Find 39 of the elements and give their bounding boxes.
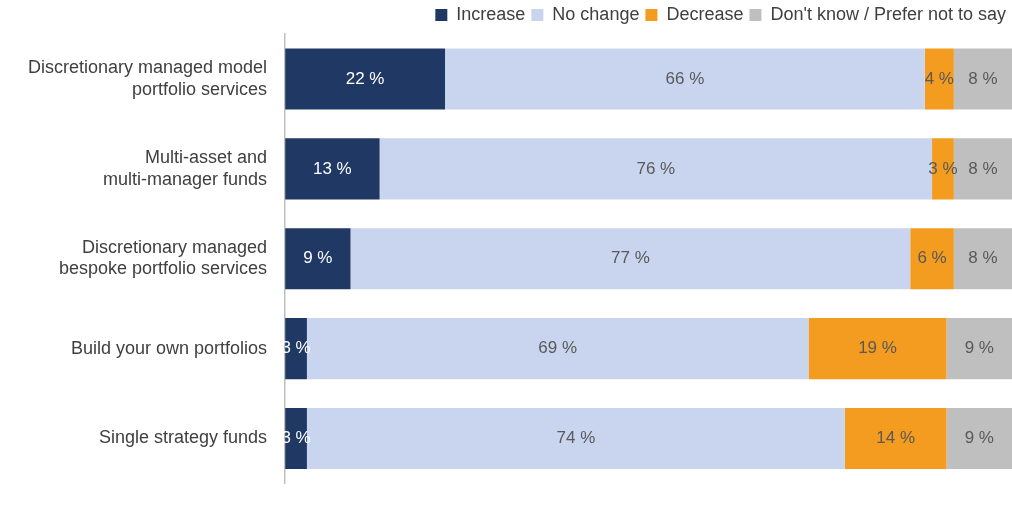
data-label: 9 %: [964, 428, 994, 448]
data-label: 8 %: [968, 248, 998, 268]
bar: [953, 228, 1012, 290]
bar: [844, 407, 947, 470]
bar: [924, 48, 954, 110]
data-label: 66 %: [665, 68, 705, 88]
bar: [445, 48, 925, 110]
data-label: 69 %: [538, 338, 578, 358]
bar: [946, 318, 1012, 380]
data-label: 6 %: [917, 248, 947, 268]
legend-label: Don't know / Prefer not to say: [770, 3, 1006, 24]
bar: [808, 318, 947, 380]
legend-label: No change: [552, 3, 640, 24]
data-label: 22 %: [345, 68, 385, 88]
legend-label: Increase: [456, 3, 526, 24]
bar: [285, 228, 351, 290]
data-label: 4 %: [924, 68, 954, 88]
data-label: 8 %: [968, 68, 998, 88]
bar: [953, 48, 1012, 110]
data-label: 9 %: [303, 248, 333, 268]
y-tick-label: Multi-asset and multi-manager funds: [103, 146, 268, 189]
bar: [285, 48, 446, 110]
bar: [910, 228, 954, 290]
data-label: 19 %: [858, 338, 897, 358]
y-tick-label: Build your own portfolios: [71, 337, 268, 358]
legend-label: Decrease: [666, 3, 744, 24]
data-label: 77 %: [611, 248, 650, 268]
bar: [946, 407, 1012, 470]
y-tick-label: Discretionary managed bespoke portfolio services: [59, 236, 268, 279]
data-label: 74 %: [556, 428, 596, 448]
bar: [350, 228, 911, 290]
y-tick-label: Single strategy funds: [99, 427, 268, 448]
data-label: 76 %: [636, 158, 676, 178]
y-tick-label: Discretionary managed model portfolio services: [27, 57, 268, 99]
data-label: 14 %: [876, 428, 916, 448]
data-label: 9 %: [964, 338, 994, 358]
data-label: 8 %: [968, 158, 998, 178]
data-label: 13 %: [312, 158, 352, 178]
bar: [285, 138, 380, 200]
